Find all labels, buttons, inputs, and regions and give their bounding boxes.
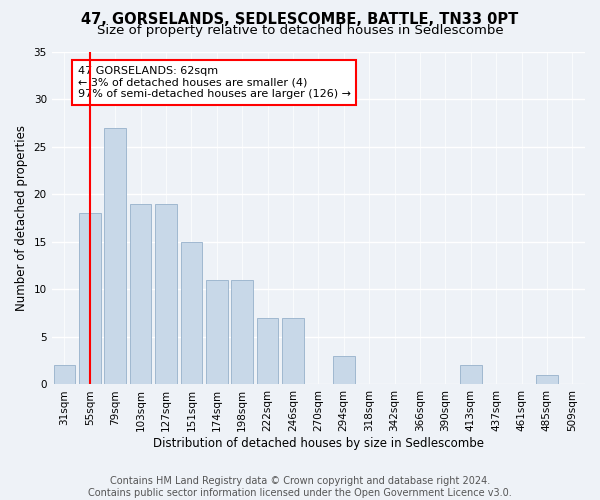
Bar: [536, 375, 557, 384]
Bar: [130, 204, 151, 384]
Bar: [257, 318, 278, 384]
Text: Size of property relative to detached houses in Sedlescombe: Size of property relative to detached ho…: [97, 24, 503, 37]
Bar: [53, 366, 75, 384]
Text: 47 GORSELANDS: 62sqm
← 3% of detached houses are smaller (4)
97% of semi-detache: 47 GORSELANDS: 62sqm ← 3% of detached ho…: [77, 66, 350, 99]
Bar: [155, 204, 177, 384]
Bar: [181, 242, 202, 384]
Bar: [206, 280, 227, 384]
Text: Contains HM Land Registry data © Crown copyright and database right 2024.
Contai: Contains HM Land Registry data © Crown c…: [88, 476, 512, 498]
Bar: [282, 318, 304, 384]
Bar: [460, 366, 482, 384]
X-axis label: Distribution of detached houses by size in Sedlescombe: Distribution of detached houses by size …: [153, 437, 484, 450]
Bar: [333, 356, 355, 384]
Text: 47, GORSELANDS, SEDLESCOMBE, BATTLE, TN33 0PT: 47, GORSELANDS, SEDLESCOMBE, BATTLE, TN3…: [82, 12, 518, 28]
Bar: [79, 213, 101, 384]
Bar: [104, 128, 126, 384]
Bar: [232, 280, 253, 384]
Y-axis label: Number of detached properties: Number of detached properties: [15, 125, 28, 311]
